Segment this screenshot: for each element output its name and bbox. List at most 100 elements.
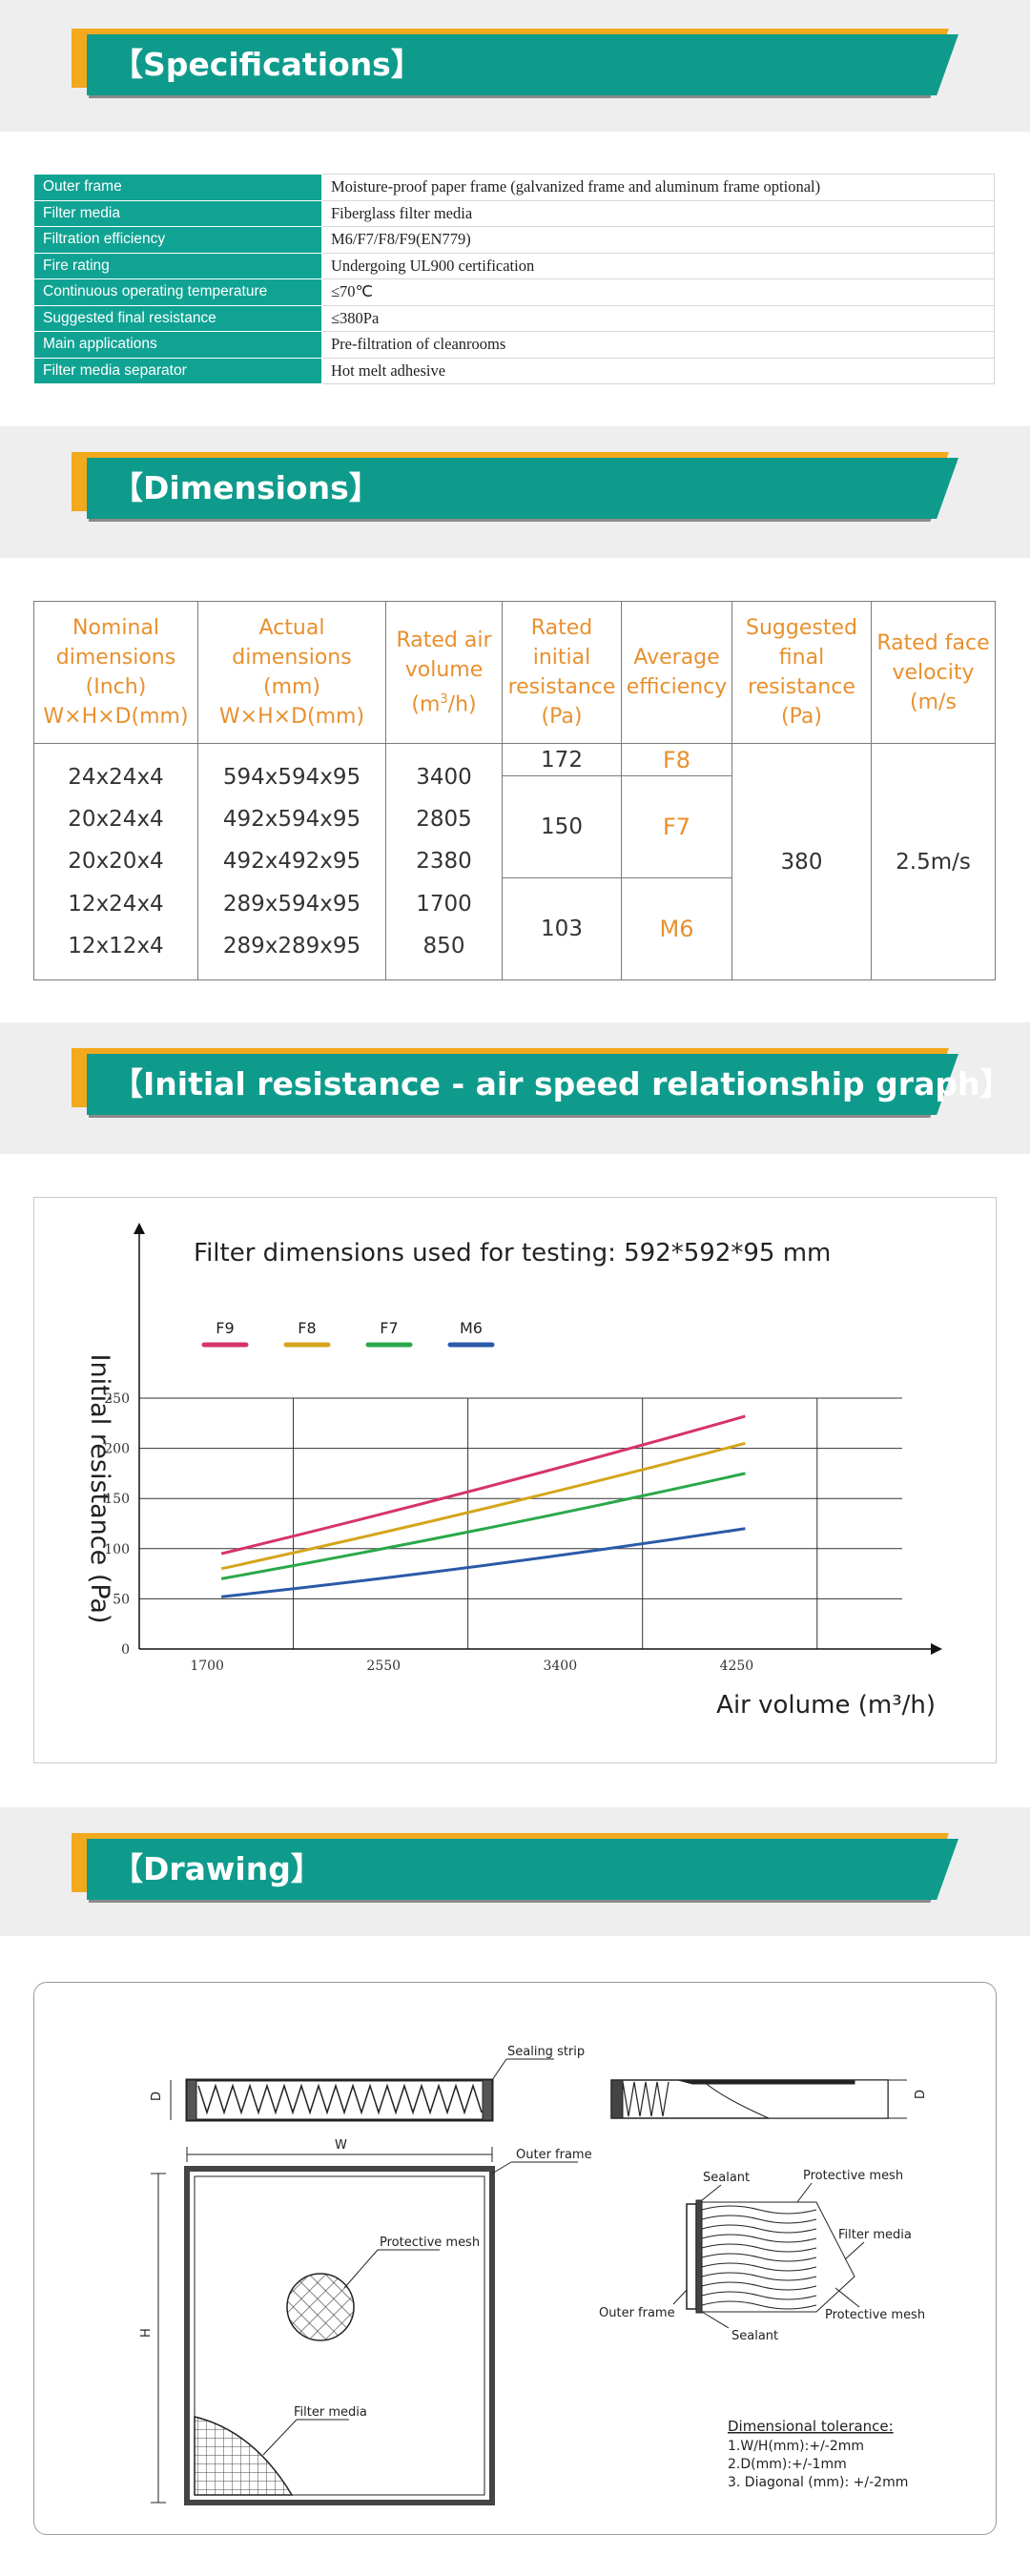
tolerance-line: 1.W/H(mm):+/-2mm [728,2439,864,2454]
tolerance-line: 2.D(mm):+/-1mm [728,2457,847,2472]
spec-value: Pre-filtration of cleanrooms [321,331,995,359]
table-cell: 492x594x95 [222,806,361,832]
cutaway-side-view [610,2079,907,2119]
sealant-label: Sealant [703,2171,750,2185]
spec-value: Hot melt adhesive [321,357,995,384]
chart-y-tick-label: 250 [104,1391,130,1407]
spec-key: Filter media [33,199,322,227]
technical-drawing-panel: D Sealing strip D [33,1982,997,2535]
technical-drawing: D Sealing strip D [139,2045,928,2505]
resistance-chart: Initial resistance (Pa) Filter dimension… [85,1223,942,1720]
resistance-cell: 172 [502,742,622,777]
spec-key: Fire rating [33,252,322,279]
spec-key: Main applications [33,331,322,359]
front-view [151,2147,578,2505]
filter-media-label: Filter media [838,2228,912,2242]
section-title: 【Initial resistance - air speed relation… [112,1065,1012,1103]
section-title: 【Specifications】 [112,46,422,83]
header-face-velocity: Rated face velocity (m/s [871,601,996,744]
resistance-chart-panel: Initial resistance (Pa) Filter dimension… [33,1197,997,1763]
outer-frame-label: Outer frame [599,2306,675,2320]
spec-key: Continuous operating temperature [33,278,322,306]
table-row: Filtration efficiency M6/F7/F8/F9(EN779) [33,226,995,254]
chart-x-axis-arrow [931,1643,942,1655]
table-cell: 20x24x4 [68,806,164,832]
section-banner-graph: 【Initial resistance - air speed relation… [72,1048,1011,1121]
chart-y-tick-label: 150 [104,1492,130,1507]
chart-x-tick-label: 2550 [366,1659,401,1674]
table-row: Filter media Fiberglass filter media [33,199,995,227]
chart-y-tick-label: 50 [113,1592,130,1607]
dimension-h-label: H [139,2328,154,2338]
resistance-cell: 150 [502,775,622,879]
table-row: Main applications Pre-filtration of clean… [33,331,995,359]
header-nominal: Nominal dimensions (Inch) W×H×D(mm) [33,601,198,744]
chart-x-tick-label: 1700 [190,1659,224,1674]
header-efficiency: Average efficiency [621,601,732,744]
chart-y-tick-label: 0 [121,1642,130,1658]
sealing-strip-label: Sealing strip [507,2045,585,2059]
table-cell: 492x492x95 [222,849,361,875]
table-header-row: Nominal dimensions (Inch) W×H×D(mm) Actu… [33,601,996,744]
resistance-cell: 103 [502,877,622,980]
legend-label: F7 [380,1319,398,1337]
side-view [170,2058,554,2122]
table-row: Continuous operating temperature ≤70℃ [33,278,995,306]
chart-series-line-f7 [220,1472,746,1580]
table-cell: 2805 [416,806,472,832]
chart-series-line-f9 [220,1414,746,1556]
chart-y-tick-label: 200 [104,1442,130,1457]
chart-ylabel: Initial resistance (Pa) [85,1353,114,1623]
dimensions-table: Nominal dimensions (Inch) W×H×D(mm) Actu… [33,601,996,980]
table-cell: 289x594x95 [222,891,361,917]
legend-label: F8 [298,1319,316,1337]
section-banner-drawing: 【Drawing】 [72,1833,958,1906]
header-airflow: Rated air volume (m3/h) [385,601,503,744]
spec-key: Outer frame [33,174,322,201]
spec-key: Suggested final resistance [33,304,322,332]
sealant-label: Sealant [731,2329,778,2343]
chart-legend: F9 F8 F7 M6 [201,1319,495,1348]
efficiency-cell: M6 [621,877,732,980]
section-banner-dimensions: 【Dimensions】 [72,452,958,525]
actual-column: 594x594x95 492x594x95 492x492x95 289x594… [197,743,386,980]
chart-title: Filter dimensions used for testing: 592*… [194,1239,831,1267]
filter-media-label: Filter media [294,2405,367,2420]
spec-value: ≤70℃ [321,278,995,306]
tolerance-title: Dimensional tolerance: [728,2418,894,2435]
nominal-column: 24x24x4 20x24x4 20x20x4 12x24x4 12x12x4 [33,743,198,980]
outer-frame-label: Outer frame [516,2148,592,2162]
legend-label: M6 [460,1319,483,1337]
spec-key: Filter media separator [33,357,322,384]
spec-value: ≤380Pa [321,304,995,332]
table-cell: 12x24x4 [68,891,164,917]
chart-xlabel: Air volume (m³/h) [716,1691,936,1720]
airflow-column: 3400 2805 2380 1700 850 [385,743,503,980]
protective-mesh-label: Protective mesh [380,2236,480,2250]
chart-series-line-f8 [220,1441,746,1571]
table-cell: 2380 [416,849,472,875]
header-final-resistance: Suggested final resistance (Pa) [731,601,872,744]
tolerance-line: 3. Diagonal (mm): +/-2mm [728,2475,908,2490]
protective-mesh-label: Protective mesh [825,2308,925,2322]
chart-y-tick-label: 100 [104,1542,130,1557]
chart-axes: 0 50 100 150 200 250 1700 2550 3400 4250 [104,1223,942,1674]
table-cell: 20x20x4 [68,849,164,875]
spec-value: Moisture-proof paper frame (galvanized f… [321,174,995,201]
chart-x-tick-label: 4250 [720,1659,754,1674]
spec-value: Undergoing UL900 certification [321,252,995,279]
section-detail [672,2182,865,2329]
efficiency-cell: F7 [621,775,732,879]
protective-mesh-label: Protective mesh [803,2169,903,2183]
table-row: Fire rating Undergoing UL900 certificatio… [33,252,995,279]
chart-series-line-m6 [220,1527,746,1598]
table-row: Outer frame Moisture-proof paper frame (g… [33,174,995,201]
header-actual: Actual dimensions (mm) W×H×D(mm) [197,601,386,744]
table-cell: 24x24x4 [68,764,164,790]
dimension-d-label: D [150,2092,164,2101]
chart-series [220,1414,746,1598]
spec-value: M6/F7/F8/F9(EN779) [321,226,995,254]
dimension-d-label: D [914,2090,928,2099]
table-cell: 3400 [416,764,472,790]
table-cell: 594x594x95 [222,764,361,790]
